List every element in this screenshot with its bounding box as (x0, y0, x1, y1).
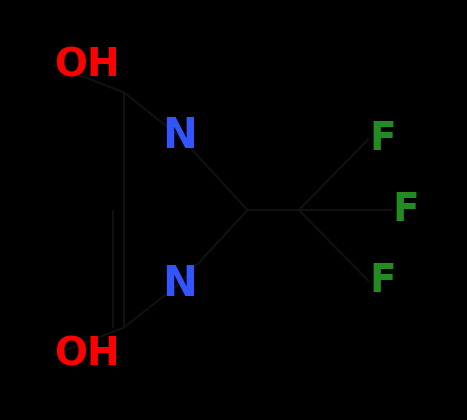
Text: F: F (369, 262, 396, 300)
Text: OH: OH (54, 336, 120, 374)
Text: N: N (163, 262, 197, 304)
Text: N: N (163, 116, 197, 158)
Text: OH: OH (54, 46, 120, 84)
Text: F: F (392, 191, 419, 229)
Text: F: F (369, 120, 396, 158)
